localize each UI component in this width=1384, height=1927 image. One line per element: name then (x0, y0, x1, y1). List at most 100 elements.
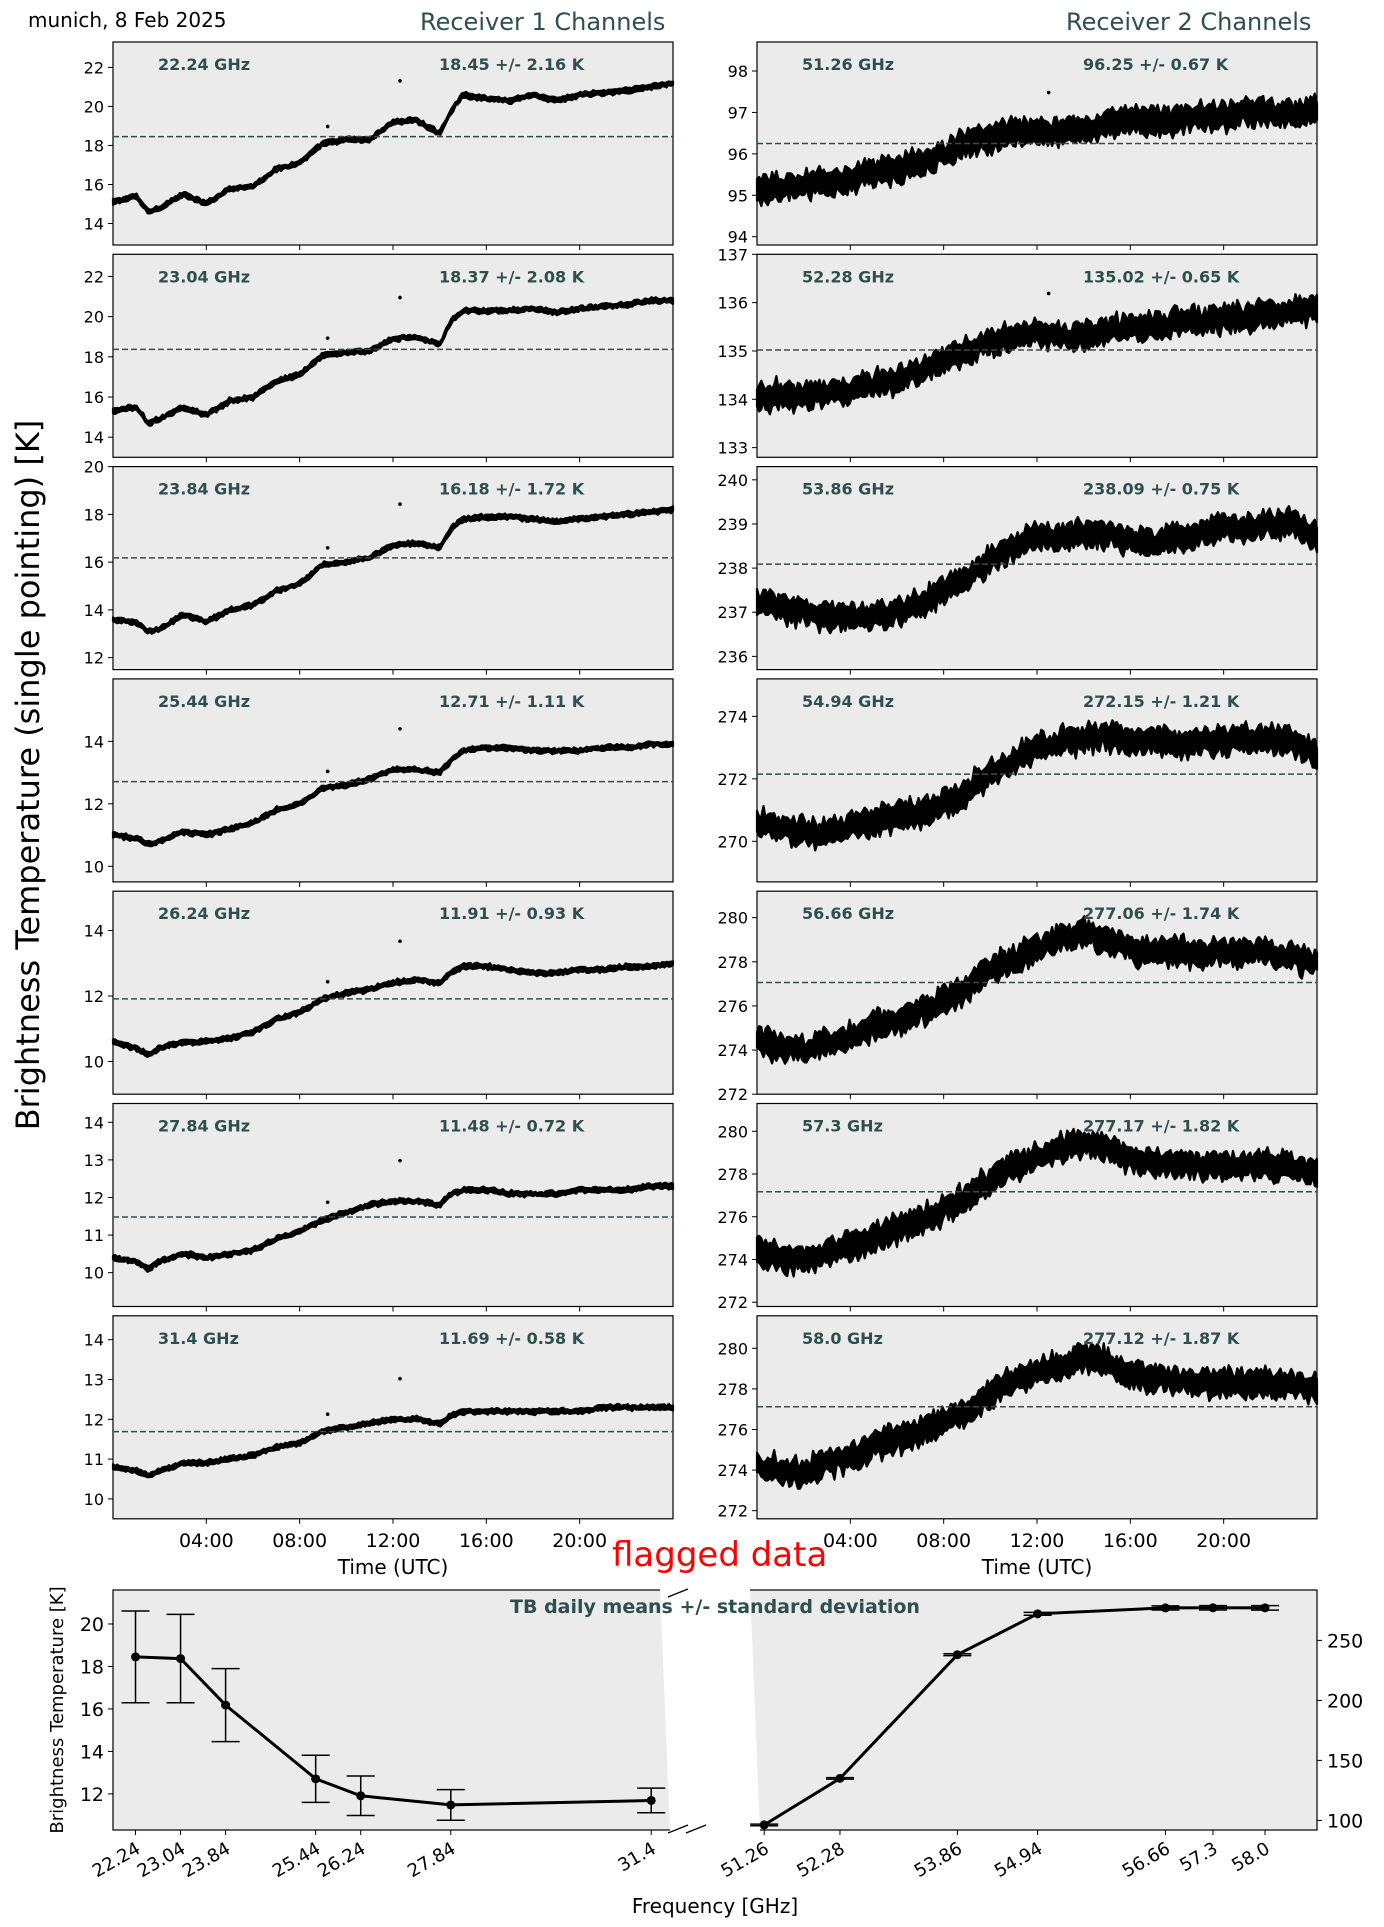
outlier-point (398, 79, 402, 83)
mean-std-label: 96.25 +/- 0.67 K (1083, 55, 1229, 74)
y-tick-label: 10 (84, 1264, 104, 1283)
outlier-point (398, 502, 402, 506)
y-tick-label: 14 (84, 215, 104, 234)
mean-std-label: 11.48 +/- 0.72 K (439, 1117, 585, 1136)
frequency-tick-label: 57.3 (1176, 1838, 1221, 1876)
y-tick-label: 14 (84, 428, 104, 447)
mean-std-label: 277.12 +/- 1.87 K (1083, 1329, 1240, 1348)
y-tick-label: 134 (717, 390, 748, 409)
y-tick-label: 16 (84, 388, 104, 407)
flagged-data-label: flagged data (612, 1535, 828, 1575)
y-tick-label: 10 (84, 1052, 104, 1071)
panel-frame (112, 466, 674, 671)
tb-series (755, 1127, 1319, 1278)
outlier-point (325, 124, 330, 129)
frequency-tick-label: 53.86 (911, 1838, 966, 1882)
frequency-label: 23.04 GHz (158, 267, 250, 286)
outlier-point (325, 1200, 330, 1205)
time-tick-label: 12:00 (366, 1530, 421, 1552)
receiver1-mean-point (311, 1774, 321, 1784)
y-tick-label: 278 (717, 1165, 748, 1184)
frequency-label: 26.24 GHz (158, 904, 250, 923)
receiver1-mean-point (646, 1795, 656, 1805)
left-y-tick-label: 14 (80, 1741, 104, 1763)
mean-std-label: 272.15 +/- 1.21 K (1083, 692, 1240, 711)
receiver2-mean-point (759, 1820, 769, 1830)
y-tick-label: 236 (717, 647, 748, 666)
mean-std-label: 11.91 +/- 0.93 K (439, 904, 585, 923)
outlier-point (325, 769, 330, 774)
time-tick-label: 08:00 (916, 1530, 971, 1552)
y-tick-label: 14 (84, 921, 104, 940)
frequency-label: 31.4 GHz (158, 1329, 239, 1348)
frequency-tick-label: 25.44 (269, 1838, 324, 1882)
time-tick-label: 16:00 (1103, 1530, 1158, 1552)
y-tick-label: 240 (717, 471, 748, 490)
left-y-tick-label: 20 (80, 1614, 104, 1636)
frequency-tick-label: 23.84 (179, 1838, 234, 1882)
y-tick-label: 280 (717, 909, 748, 928)
outlier-point (398, 1376, 402, 1381)
axis-break-gap (660, 1588, 760, 1832)
tb-series (111, 505, 675, 635)
mean-std-label: 11.69 +/- 0.58 K (439, 1329, 585, 1348)
y-tick-label: 14 (84, 1331, 104, 1350)
outlier-point (398, 1158, 402, 1163)
site-date-label: munich, 8 Feb 2025 (28, 8, 227, 32)
frequency-tick-label: 56.66 (1119, 1838, 1174, 1882)
panel-frame (112, 1102, 674, 1308)
mean-std-label: 277.17 +/- 1.82 K (1083, 1117, 1240, 1136)
receiver2-mean-point (1208, 1603, 1218, 1613)
y-tick-label: 12 (84, 987, 104, 1006)
panel-frame (756, 890, 1318, 1095)
y-tick-label: 97 (728, 103, 748, 122)
frequency-tick-label: 23.04 (134, 1838, 189, 1882)
y-tick-label: 137 (717, 245, 748, 264)
panel-frame (112, 253, 674, 458)
axis-break-mark (667, 1588, 689, 1598)
frequency-label: 53.86 GHz (802, 480, 894, 499)
frequency-label: 27.84 GHz (158, 1117, 250, 1136)
frequency-tick-label: 54.94 (991, 1838, 1046, 1882)
receiver1-mean-point (221, 1700, 231, 1710)
mean-std-label: 18.45 +/- 2.16 K (439, 55, 585, 74)
mean-std-label: 238.09 +/- 0.75 K (1083, 480, 1240, 499)
panel-frame (756, 466, 1318, 671)
mean-std-label: 277.06 +/- 1.74 K (1083, 904, 1240, 923)
y-tick-label: 16 (84, 553, 104, 572)
frequency-label: 22.24 GHz (158, 55, 250, 74)
mean-std-label: 16.18 +/- 1.72 K (439, 480, 585, 499)
frequency-tick-label: 26.24 (314, 1838, 369, 1882)
y-tick-label: 10 (84, 1490, 104, 1509)
y-tick-label: 14 (84, 601, 104, 620)
receiver2-mean-point (1160, 1603, 1170, 1613)
frequency-label: 23.84 GHz (158, 480, 250, 499)
y-tick-label: 13 (84, 1370, 104, 1389)
y-tick-label: 22 (84, 267, 104, 286)
panel-frame (112, 678, 674, 883)
y-tick-label: 274 (717, 707, 748, 726)
outlier-point (325, 1412, 330, 1416)
receiver1-title: Receiver 1 Channels (420, 8, 666, 36)
y-tick-label: 136 (717, 294, 748, 313)
y-tick-label: 20 (84, 308, 104, 327)
right-y-tick-label: 100 (1327, 1810, 1363, 1832)
receiver1-mean-point (176, 1654, 186, 1664)
y-tick-label: 96 (728, 145, 748, 164)
right-y-tick-label: 150 (1327, 1750, 1363, 1772)
time-tick-label: 16:00 (459, 1530, 514, 1552)
frequency-tick-label: 58.0 (1228, 1838, 1273, 1876)
channel-panel: 94 95 96 97 98 51.26 GHz 96.25 +/- 0.67 K (728, 41, 1319, 250)
y-tick-label: 238 (717, 559, 748, 578)
channel-panel: 272 274 276 278 280 57.3 GHz 277.17 +/- 1.82 K (717, 1102, 1319, 1312)
y-tick-label: 276 (717, 1208, 748, 1227)
outlier-point (398, 727, 402, 731)
mean-std-label: 18.37 +/- 2.08 K (439, 267, 585, 286)
tb-series (111, 740, 675, 848)
y-tick-label: 239 (717, 515, 748, 534)
summary-x-axis-label: Frequency [GHz] (632, 1894, 798, 1918)
y-tick-label: 11 (84, 1226, 104, 1245)
y-tick-label: 272 (717, 1293, 748, 1312)
